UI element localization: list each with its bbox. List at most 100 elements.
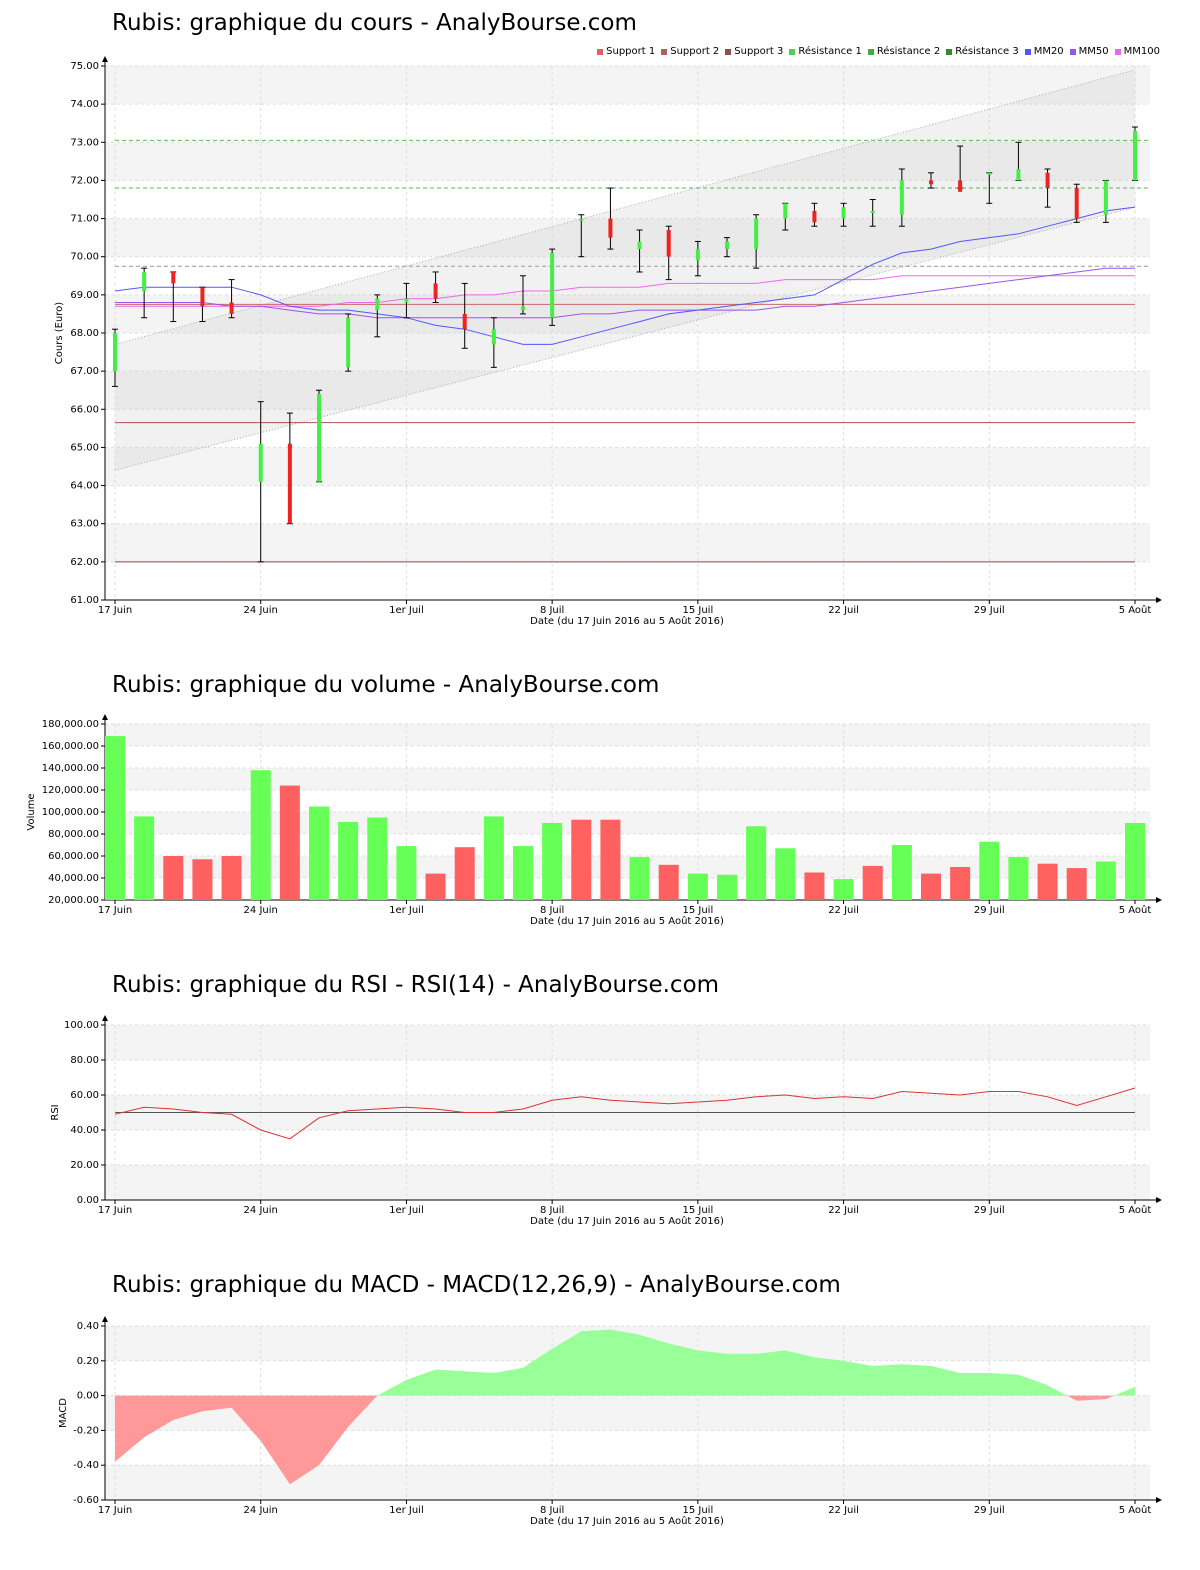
volume-bar	[600, 819, 621, 900]
y-axis-label: MACD	[58, 1398, 69, 1428]
rsi-chart: 0.00 20.00 40.00 60.00 80.00 100.00 17 Juin 24 …	[50, 1015, 1162, 1227]
x-axis-label: Date (du 17 Juin 2016 au 5 Août 2016)	[530, 915, 724, 927]
legend-swatch	[946, 48, 953, 55]
y-tick-label: 80.00	[70, 1055, 99, 1066]
grid-band	[105, 218, 1150, 257]
candle-body	[695, 249, 700, 261]
candle-body	[754, 218, 759, 250]
x-tick-label: 22 Juil	[828, 1505, 859, 1516]
candle-body	[579, 218, 584, 221]
legend-label: Support 2	[670, 46, 720, 57]
grid-band	[105, 812, 1150, 834]
legend-swatch	[867, 48, 874, 55]
volume-bar	[921, 873, 941, 900]
volume-bar	[338, 821, 359, 900]
macd-chart-title: Rubis: graphique du MACD - MACD(12,26,9)…	[112, 1272, 841, 1298]
candle-body	[725, 241, 729, 250]
macd-area-negative	[1067, 1395, 1115, 1401]
y-axis-arrow	[102, 56, 108, 62]
x-tick-label: 17 Juin	[98, 605, 132, 616]
candle-body	[346, 317, 351, 368]
candle-body	[258, 443, 263, 482]
y-tick-label: 68.00	[70, 328, 99, 339]
x-tick-label: 22 Juil	[828, 905, 859, 916]
y-tick-label: 62.00	[70, 557, 99, 568]
trend-channel	[115, 69, 1135, 471]
macd-area-negative	[115, 1395, 378, 1485]
y-tick-label: 75.00	[70, 61, 99, 72]
y-axis-label: RSI	[50, 1104, 61, 1120]
volume-bar	[1066, 868, 1087, 900]
candle-body	[870, 210, 875, 213]
volume-bar	[367, 817, 388, 900]
volume-bar	[1095, 861, 1116, 900]
x-tick-label: 29 Juil	[974, 905, 1005, 916]
volume-bar	[746, 826, 767, 900]
x-tick-label: 5 Août	[1119, 1504, 1152, 1516]
y-axis-label: Cours (Euro)	[54, 302, 65, 365]
y-tick-label: -0.40	[73, 1460, 99, 1471]
y-tick-label: 65.00	[70, 442, 99, 453]
x-tick-label: 29 Juil	[974, 1505, 1005, 1516]
volume-bar	[658, 864, 679, 900]
candle-body	[783, 203, 788, 219]
volume-bar	[717, 874, 737, 900]
candle-body	[287, 443, 292, 524]
y-tick-label: 100,000.00	[42, 807, 99, 818]
legend-item: Résistance 1	[789, 46, 862, 57]
grid-band	[105, 371, 1150, 410]
x-tick-label: 17 Juin	[98, 905, 132, 916]
grid-band	[105, 66, 1150, 105]
volume-bar	[454, 847, 475, 900]
y-tick-label: 72.00	[70, 175, 99, 186]
legend-item: Résistance 2	[867, 46, 941, 57]
legend-swatch	[597, 48, 604, 55]
y-tick-label: 70.00	[70, 252, 99, 263]
candle-body	[229, 302, 234, 314]
legend-swatch	[1069, 48, 1076, 55]
legend-swatch	[725, 48, 732, 55]
volume-bar	[862, 865, 883, 900]
price-legend: Support 1 Support 2 Support 3 Résistance 1 R…	[597, 46, 1160, 57]
y-tick-label: 60.00	[70, 1090, 99, 1101]
mm50-line	[115, 267, 1135, 319]
mm100-line	[115, 275, 1135, 307]
volume-bar	[1125, 823, 1145, 900]
grid-band	[105, 724, 1150, 746]
legend-swatch	[1114, 48, 1121, 55]
legend-label: Résistance 1	[798, 46, 862, 57]
candle-body	[462, 313, 467, 330]
volume-bar	[105, 736, 125, 900]
candle-body	[929, 180, 933, 185]
candle-body	[958, 180, 963, 192]
volume-bar	[833, 879, 854, 900]
y-axis-label: Volume	[26, 793, 37, 830]
x-tick-label: 8 Juil	[540, 605, 564, 616]
legend-item: Support 1	[597, 46, 655, 57]
y-tick-label: 64.00	[70, 481, 99, 492]
volume-bar	[804, 872, 825, 900]
mm20-line	[114, 206, 1136, 345]
legend-swatch	[661, 48, 668, 55]
volume-bar	[309, 806, 329, 900]
grid-band	[105, 447, 1150, 486]
x-tick-label: 15 Juil	[682, 1505, 713, 1516]
candle-body	[1074, 188, 1079, 219]
volume-bar	[571, 819, 592, 900]
y-tick-label: 80,000.00	[48, 829, 99, 840]
volume-bar	[396, 846, 417, 900]
x-tick-label: 15 Juil	[682, 605, 713, 616]
volume-chart: 20,000.00 40,000.00 60,000.00 80,000.00 100,…	[26, 714, 1162, 927]
y-tick-label: 40.00	[70, 1125, 99, 1136]
macd-chart: -0.60 -0.40 -0.20 0.00 0.20 0.40 17 Juin 24 Jui…	[58, 1316, 1162, 1527]
legend-item: Résistance 3	[946, 46, 1019, 57]
candle-body	[200, 287, 205, 307]
y-tick-label: 20.00	[70, 1160, 99, 1171]
candle-body	[608, 218, 613, 238]
volume-bar	[950, 867, 971, 900]
x-tick-label: 5 Août	[1119, 1204, 1152, 1216]
volume-bar	[134, 816, 155, 900]
legend-label: Résistance 2	[876, 46, 941, 57]
x-tick-label: 1er Juil	[389, 1505, 424, 1516]
candle-body	[171, 271, 176, 284]
